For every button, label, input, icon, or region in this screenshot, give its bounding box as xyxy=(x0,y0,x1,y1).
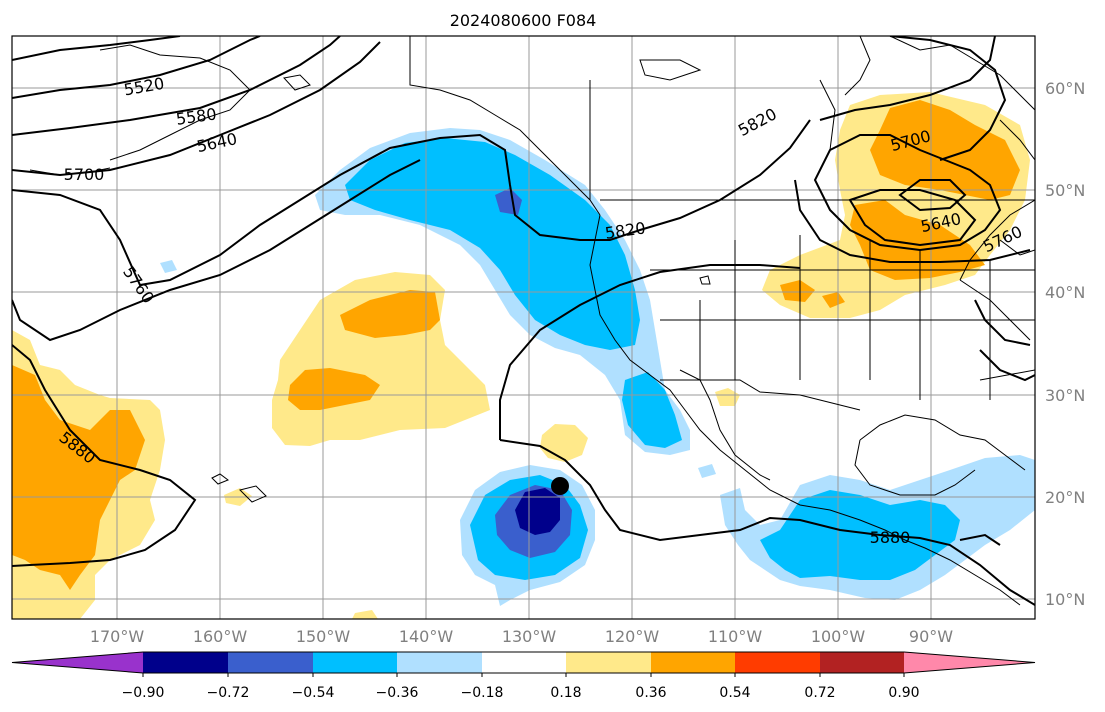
lat-label: 10°N xyxy=(1045,590,1085,609)
latitude-labels: 60°N 50°N 40°N 30°N 20°N 10°N xyxy=(1045,79,1085,609)
lon-label: 150°W xyxy=(296,627,351,646)
graticule xyxy=(12,36,1035,619)
lat-label: 40°N xyxy=(1045,283,1085,302)
storm-position-marker xyxy=(551,477,569,495)
colorbar-segments xyxy=(11,651,1036,677)
height-contours xyxy=(12,36,1035,606)
positive-anomaly-shading xyxy=(12,92,1030,619)
colorbar-segment xyxy=(313,652,397,673)
colorbar-segment xyxy=(566,652,651,673)
colorbar-extend-min xyxy=(12,652,143,673)
colorbar-segment xyxy=(143,652,228,673)
colorbar-tick-label: 0.36 xyxy=(635,685,666,701)
lon-label: 100°W xyxy=(811,627,866,646)
colorbar-segment xyxy=(482,652,566,673)
colorbar-tick-label: −0.18 xyxy=(461,685,504,701)
colorbar-tick-label: −0.72 xyxy=(207,685,250,701)
lat-label: 60°N xyxy=(1045,79,1085,98)
lat-label: 20°N xyxy=(1045,488,1085,507)
colorbar-tick-label: −0.90 xyxy=(122,685,165,701)
lon-label: 170°W xyxy=(90,627,145,646)
contour-label: 5700 xyxy=(64,165,105,184)
lon-label: 110°W xyxy=(708,627,763,646)
lon-label: 140°W xyxy=(399,627,454,646)
colorbar-tick-label: −0.36 xyxy=(376,685,419,701)
lon-label: 160°W xyxy=(193,627,248,646)
colorbar-tick-label: 0.54 xyxy=(719,685,750,701)
map-panel: 5520 5580 5640 5700 5760 5820 5880 5700 … xyxy=(11,35,1036,620)
colorbar-segment xyxy=(820,652,904,673)
colorbar-extend-max xyxy=(904,652,1035,673)
colorbar-segment xyxy=(651,652,735,673)
lon-label: 130°W xyxy=(502,627,557,646)
figure-title: 2024080600 F084 xyxy=(450,11,597,30)
lon-label: 120°W xyxy=(605,627,660,646)
colorbar-tick-label: 0.18 xyxy=(550,685,581,701)
contour-label: 5880 xyxy=(870,528,911,547)
colorbar-tick-labels: −0.90 −0.72 −0.54 −0.36 −0.18 0.18 0.36 … xyxy=(122,685,920,701)
colorbar-segment xyxy=(228,652,313,673)
colorbar-segment xyxy=(397,652,482,673)
coastlines xyxy=(29,36,1035,606)
colorbar-tick-label: 0.90 xyxy=(888,685,919,701)
longitude-labels: 170°W 160°W 150°W 140°W 130°W 120°W 110°… xyxy=(90,627,953,646)
lon-label: 90°W xyxy=(909,627,953,646)
lat-label: 50°N xyxy=(1045,181,1085,200)
lat-label: 30°N xyxy=(1045,386,1085,405)
colorbar-tick-label: 0.72 xyxy=(804,685,835,701)
colorbar: −0.90 −0.72 −0.54 −0.36 −0.18 0.18 0.36 … xyxy=(11,651,1036,701)
colorbar-segment xyxy=(735,652,820,673)
colorbar-tick-label: −0.54 xyxy=(292,685,335,701)
